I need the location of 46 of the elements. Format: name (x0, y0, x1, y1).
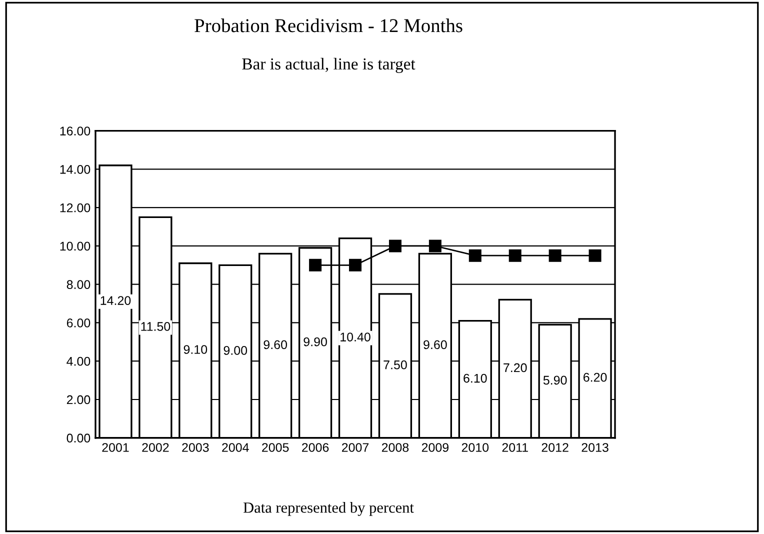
x-tick-label: 2001 (102, 443, 129, 452)
x-tick-label: 2004 (222, 443, 249, 452)
point (309, 258, 322, 272)
data-label: 5.90 (543, 376, 567, 385)
point (428, 240, 442, 252)
x-tick-label: 2008 (382, 443, 409, 452)
x-tick-label: 2011 (502, 443, 528, 452)
x-tick-label: 2013 (582, 443, 608, 452)
chart-subtitle: Bar is actual, line is target (242, 58, 416, 74)
data-label: 7.20 (504, 363, 527, 372)
y-tick-label: 0.00 (66, 434, 90, 443)
y-tick-label: 10.00 (60, 242, 90, 251)
point (588, 249, 602, 262)
point (508, 249, 522, 262)
text: Data represented by percent (243, 502, 414, 516)
y-tick-label: 4.00 (66, 356, 90, 366)
y-tick-label: 2.00 (66, 395, 90, 404)
data-label: 7.50 (384, 360, 407, 370)
point (468, 249, 482, 262)
y-tick-label: 6.00 (66, 318, 90, 328)
data-label: 9.60 (264, 340, 288, 350)
data-label: 9.10 (184, 345, 208, 354)
data-label: 11.50 (141, 322, 170, 331)
x-tick-label: 2012 (542, 443, 568, 452)
data-label: 14.20 (100, 296, 131, 305)
data-label: 9.00 (224, 346, 248, 355)
y-tick-label: 8.00 (66, 280, 90, 290)
chart-title: Probation Recidivism - 12 Months (194, 18, 462, 32)
x-tick-label: 2009 (422, 443, 448, 452)
x-tick-label: 2003 (182, 443, 209, 452)
y-tick-label: 14.00 (60, 165, 90, 174)
x-tick-label: 2002 (142, 443, 169, 452)
data-label: 6.10 (464, 374, 487, 383)
y-tick-label: 16.00 (60, 126, 90, 136)
x-tick-label: 2006 (302, 443, 329, 452)
data-label: 9.90 (304, 337, 327, 346)
y-tick-label: 12.00 (60, 203, 90, 212)
point (349, 258, 362, 272)
x-tick-label: 2010 (462, 443, 489, 452)
point (548, 249, 562, 262)
data-label: 9.60 (424, 340, 447, 350)
data-label: 10.40 (340, 332, 370, 342)
point (388, 240, 402, 252)
x-tick-label: 2007 (342, 443, 369, 452)
x-tick-label: 2005 (262, 443, 289, 452)
data-label: 6.20 (584, 372, 607, 382)
